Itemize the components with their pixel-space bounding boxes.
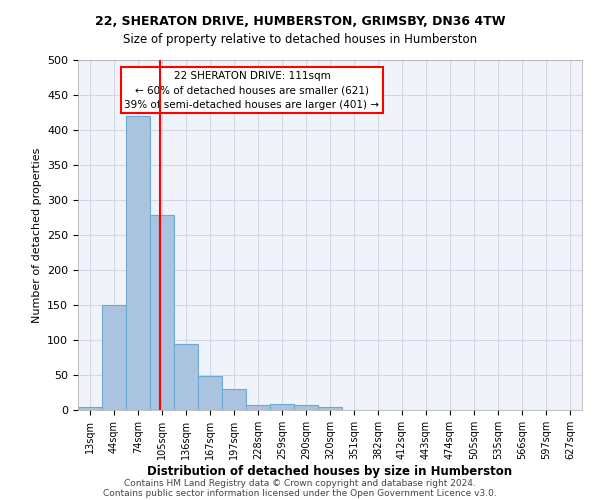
Bar xyxy=(318,406,342,410)
Bar xyxy=(294,405,318,410)
Bar xyxy=(174,344,198,410)
Text: Contains public sector information licensed under the Open Government Licence v3: Contains public sector information licen… xyxy=(103,488,497,498)
Bar xyxy=(150,216,174,410)
Bar xyxy=(246,405,270,410)
Bar xyxy=(102,305,126,410)
X-axis label: Distribution of detached houses by size in Humberston: Distribution of detached houses by size … xyxy=(148,464,512,477)
Text: Contains HM Land Registry data © Crown copyright and database right 2024.: Contains HM Land Registry data © Crown c… xyxy=(124,478,476,488)
Text: 22 SHERATON DRIVE: 111sqm
← 60% of detached houses are smaller (621)
39% of semi: 22 SHERATON DRIVE: 111sqm ← 60% of detac… xyxy=(124,70,379,110)
Text: 22, SHERATON DRIVE, HUMBERSTON, GRIMSBY, DN36 4TW: 22, SHERATON DRIVE, HUMBERSTON, GRIMSBY,… xyxy=(95,15,505,28)
Y-axis label: Number of detached properties: Number of detached properties xyxy=(32,148,41,322)
Text: Size of property relative to detached houses in Humberston: Size of property relative to detached ho… xyxy=(123,32,477,46)
Bar xyxy=(198,376,222,410)
Bar xyxy=(78,406,102,410)
Bar xyxy=(270,404,294,410)
Bar xyxy=(222,389,246,410)
Bar xyxy=(126,116,150,410)
